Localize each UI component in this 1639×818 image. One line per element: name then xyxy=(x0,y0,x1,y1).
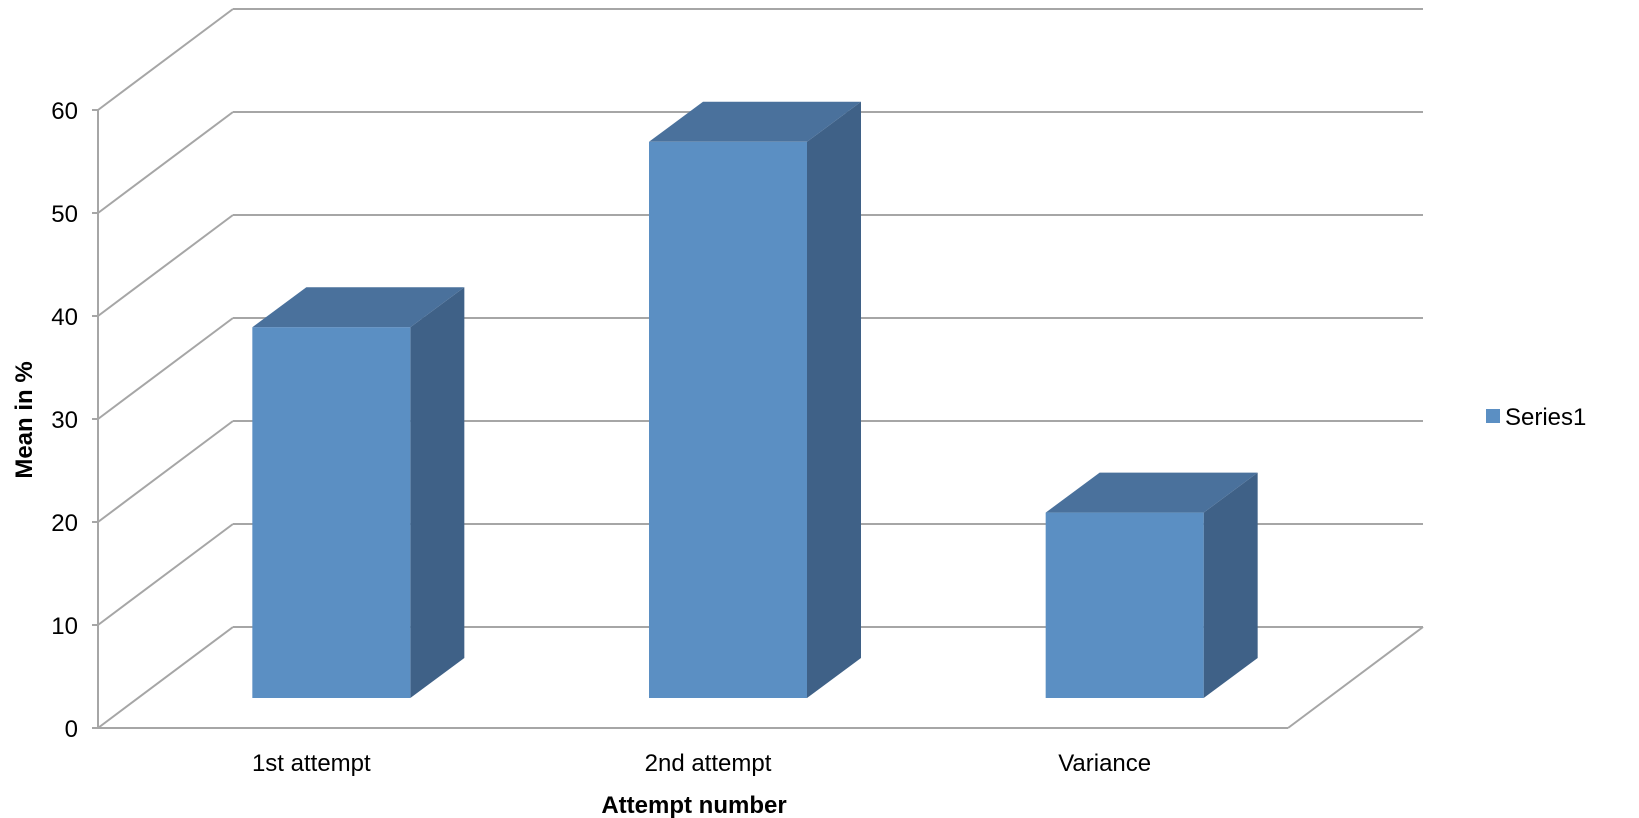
y-tick-label: 20 xyxy=(51,510,78,537)
x-tick-label: 1st attempt xyxy=(252,750,371,777)
gridline-diagonal xyxy=(97,420,234,523)
gridline-diagonal xyxy=(97,317,234,420)
bar-top-face xyxy=(649,101,861,142)
floor-right-edge xyxy=(1287,626,1424,729)
gridline-diagonal xyxy=(97,626,234,729)
bars xyxy=(252,101,1258,699)
bar-1 xyxy=(252,327,411,698)
bar-side-face xyxy=(410,287,465,698)
y-axis-title: Mean in % xyxy=(11,361,38,478)
x-axis-title: Attempt number xyxy=(601,792,786,818)
gridline-diagonal xyxy=(97,111,234,214)
y-tick-label: 0 xyxy=(65,716,78,743)
y-tick-label: 10 xyxy=(51,613,78,640)
labels: 0 10 20 30 40 50 60 1st attempt 2nd attempt Varia… xyxy=(51,98,1151,777)
bar-2 xyxy=(649,141,807,699)
y-tick-label: 40 xyxy=(51,304,78,331)
bar-top-face xyxy=(252,287,465,328)
y-tick-label: 60 xyxy=(51,98,78,125)
bar-side-face xyxy=(807,101,861,699)
x-tick-label: 2nd attempt xyxy=(645,750,772,777)
legend: Series1 xyxy=(1486,404,1586,431)
gridline-diagonal xyxy=(97,523,234,626)
legend-entry-series1: Series1 xyxy=(1505,404,1586,431)
x-tick-label: Variance xyxy=(1058,750,1151,777)
gridline-diagonal xyxy=(97,8,234,111)
gridline-diagonal xyxy=(97,214,234,317)
bar-top-face xyxy=(1045,472,1258,513)
legend-swatch xyxy=(1486,409,1500,423)
y-tick-label: 50 xyxy=(51,201,78,228)
bar-3 xyxy=(1045,512,1204,698)
bar-side-face xyxy=(1203,472,1258,698)
y-tick-label: 30 xyxy=(51,407,78,434)
